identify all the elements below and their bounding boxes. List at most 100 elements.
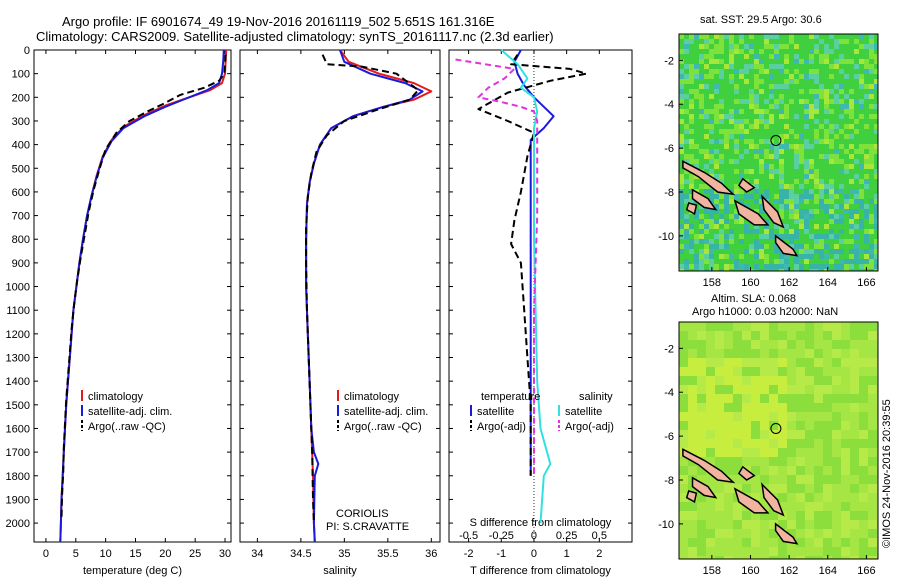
y-tick-label: 1100 — [6, 305, 30, 317]
difference-legend-label: Argo(-adj) — [477, 421, 526, 433]
coriolis-label: CORIOLIS — [336, 508, 389, 520]
y-tick-label: 1200 — [6, 329, 30, 341]
sst-map-x-tick-label: 162 — [780, 277, 798, 289]
sla-map-y-tick-label: -6 — [664, 431, 674, 443]
difference-x-tick-label: -2 — [464, 548, 474, 560]
sst-map-island — [682, 160, 736, 196]
difference-legend-label: satellite — [565, 406, 602, 418]
difference-x-tick-label: 1 — [564, 548, 570, 560]
figure-title-line2: Climatology: CARS2009. Satellite-adjuste… — [36, 29, 554, 44]
y-tick-label: 300 — [12, 116, 30, 128]
difference-series-sal_argo — [455, 58, 539, 476]
top-tick-label: -0.25 — [489, 530, 514, 542]
legend-salinity-header: salinity — [579, 391, 613, 403]
sla-map-panel: -2 -4 -6 -8 -10 158 160 162 164 166 — [658, 321, 879, 577]
salinity-x-tick-label: 35 — [338, 548, 350, 560]
temperature-x-tick-label: 15 — [129, 548, 141, 560]
salinity-x-tick-label: 35.5 — [377, 548, 398, 560]
sst-map-y-tick-label: -2 — [664, 55, 674, 67]
y-tick-label: 0 — [24, 45, 30, 57]
sla-map-y-tick-label: -2 — [664, 343, 674, 355]
sla-map-y-tick-label: -4 — [664, 387, 674, 399]
sst-map-y-tick-label: -6 — [664, 143, 674, 155]
y-tick-label: 400 — [12, 140, 30, 152]
temperature-series-argo — [60, 54, 227, 519]
y-tick-label: 900 — [12, 258, 30, 270]
y-tick-label: 1300 — [6, 353, 30, 365]
salinity-legend-label: climatology — [344, 391, 400, 403]
temperature-xlabel: temperature (deg C) — [83, 565, 182, 577]
temperature-legend-label: satellite-adj. clim. — [88, 406, 172, 418]
y-tick-label: 100 — [12, 69, 30, 81]
difference-series-satellite — [513, 49, 555, 476]
temperature-x-tick-label: 20 — [159, 548, 171, 560]
sla-map-frame — [678, 321, 879, 560]
sla-map-profile-marker — [770, 422, 782, 434]
imos-stamp: ©IMOS 24-Nov-2016 20:39:55 — [881, 399, 893, 548]
difference-x-tick-label: 0 — [531, 548, 537, 560]
sla-map-island — [761, 482, 785, 517]
salinity-series-satellite — [305, 49, 424, 543]
sst-map-island — [685, 202, 698, 216]
temperature-legend-label: climatology — [88, 391, 144, 403]
y-tick-label: 2000 — [6, 518, 30, 530]
sst-map-island — [737, 177, 756, 193]
y-tick-label: 1000 — [6, 282, 30, 294]
temperature-x-tick-label: 0 — [43, 548, 49, 560]
temperature-x-tick-label: 5 — [73, 548, 79, 560]
salinity-series-argo — [305, 54, 420, 524]
pi-label: PI: S.CRAVATTE — [326, 521, 410, 533]
y-tick-label: 600 — [12, 187, 30, 199]
temperature-x-tick-label: 10 — [100, 548, 112, 560]
sla-map-island — [691, 476, 718, 499]
sst-map-frame — [678, 33, 879, 272]
salinity-xlabel: salinity — [323, 565, 357, 577]
y-tick-label: 800 — [12, 234, 30, 246]
difference-xlabel: T difference from climatology — [470, 565, 611, 577]
difference-series-argo — [477, 54, 588, 476]
y-tick-label: 700 — [12, 211, 30, 223]
sst-map-island — [733, 199, 770, 226]
sla-map-y-tick-label: -10 — [658, 519, 674, 531]
sla-map-x-tick-label: 158 — [703, 565, 721, 577]
top-tick-label: 0.25 — [556, 530, 577, 542]
y-tick-label: 1800 — [6, 471, 30, 483]
temperature-x-tick-label: 25 — [189, 548, 201, 560]
temperature-frame — [33, 49, 232, 543]
sla-map-y-tick-label: -8 — [664, 475, 674, 487]
legend-temperature-header: temperature — [481, 391, 540, 403]
y-tick-label: 200 — [12, 92, 30, 104]
y-tick-label: 1900 — [6, 494, 30, 506]
difference-x-tick-label: 2 — [596, 548, 602, 560]
sla-map-title-line2: Argo h1000: 0.03 h2000: NaN — [692, 306, 839, 318]
salinity-x-tick-label: 34.5 — [290, 548, 311, 560]
top-tick-label: 0 — [531, 530, 537, 542]
sla-map-island — [685, 490, 698, 504]
y-tick-label: 1700 — [6, 447, 30, 459]
sst-map-x-tick-label: 166 — [857, 277, 875, 289]
temperature-x-tick-label: 30 — [219, 548, 231, 560]
salinity-legend-label: Argo(..raw -QC) — [344, 421, 422, 433]
temperature-legend-label: Argo(..raw -QC) — [88, 421, 166, 433]
difference-legend-label: satellite — [477, 406, 514, 418]
y-tick-label: 500 — [12, 163, 30, 175]
sla-map-x-tick-label: 164 — [819, 565, 837, 577]
sla-map-island — [733, 487, 770, 514]
difference-x-tick-label: -1 — [496, 548, 506, 560]
sst-map-island — [774, 234, 799, 257]
top-tick-label: 0.5 — [592, 530, 607, 542]
difference-legend-label: Argo(-adj) — [565, 421, 614, 433]
figure-title-line1: Argo profile: IF 6901674_49 19-Nov-2016 … — [62, 14, 495, 29]
temperature-series-satellite — [59, 49, 225, 543]
salinity-series-climatology — [305, 49, 433, 543]
sla-map-x-tick-label: 166 — [857, 565, 875, 577]
sst-map-y-tick-label: -4 — [664, 99, 674, 111]
sla-map-x-tick-label: 160 — [741, 565, 759, 577]
temperature-panel: 0100200300400500600700800900100011001200… — [6, 45, 232, 577]
sst-map-profile-marker — [770, 134, 782, 146]
salinity-panel: 34 34.5 35 35.5 36 salinity climatology satelli… — [239, 49, 441, 577]
sst-map-x-tick-label: 164 — [819, 277, 837, 289]
sst-map-x-tick-label: 160 — [741, 277, 759, 289]
